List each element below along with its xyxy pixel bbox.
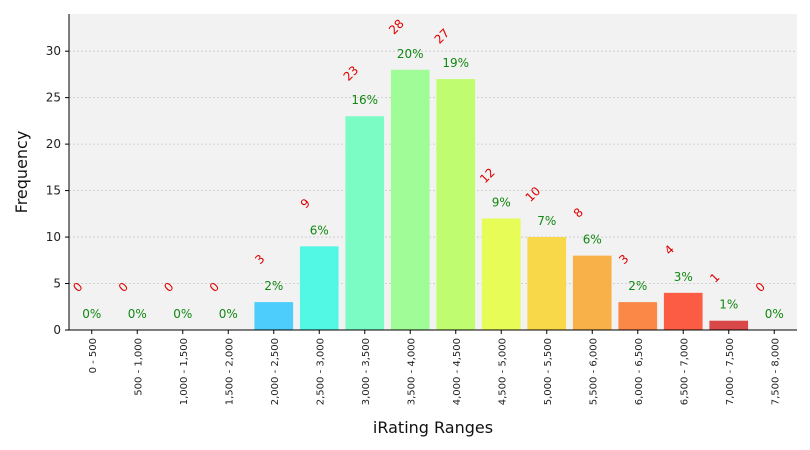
x-tick-label: 500 - 1,000 [133, 338, 144, 396]
bar [663, 292, 703, 330]
x-tick-label: 1,500 - 2,000 [224, 338, 235, 405]
bar [254, 302, 294, 330]
x-tick-label: 3,000 - 3,500 [361, 338, 372, 405]
x-tick-label: 2,000 - 2,500 [270, 338, 281, 405]
percent-label: 3% [674, 270, 693, 284]
x-tick-label: 2,500 - 3,000 [315, 338, 326, 405]
percent-label: 1% [719, 298, 738, 312]
x-tick-label: 6,500 - 7,000 [679, 338, 690, 405]
percent-label: 0% [219, 307, 238, 321]
x-tick-label: 1,000 - 1,500 [179, 338, 190, 405]
bar [709, 320, 749, 330]
bar [527, 237, 567, 330]
x-axis-title: iRating Ranges [373, 418, 493, 437]
y-tick-label: 25 [46, 91, 61, 105]
y-tick-label: 15 [46, 184, 61, 198]
percent-label: 7% [537, 214, 556, 228]
plot-area [69, 14, 797, 330]
percent-label: 9% [492, 195, 511, 209]
y-axis-ticks: 0 5 10 15 20 25 30 [46, 44, 69, 337]
x-tick-label: 7,500 - 8,000 [770, 338, 781, 405]
percent-label: 2% [628, 279, 647, 293]
bar [345, 116, 385, 330]
bar [618, 302, 658, 330]
bar [299, 246, 339, 330]
percent-label: 0% [82, 307, 101, 321]
bar [390, 69, 430, 330]
y-tick-label: 0 [53, 323, 61, 337]
x-tick-label: 4,000 - 4,500 [452, 338, 463, 405]
percent-label: 6% [310, 223, 329, 237]
bar [436, 79, 476, 330]
bar [572, 255, 612, 330]
bar [481, 218, 521, 330]
x-tick-label: 3,500 - 4,000 [406, 338, 417, 405]
y-tick-label: 10 [46, 230, 61, 244]
percent-label: 0% [128, 307, 147, 321]
x-tick-label: 0 - 500 [88, 338, 99, 373]
y-axis-title: Frequency [12, 131, 31, 214]
x-tick-label: 4,500 - 5,000 [497, 338, 508, 405]
percent-label: 2% [264, 279, 283, 293]
percent-label: 0% [765, 307, 784, 321]
y-tick-label: 30 [46, 44, 61, 58]
x-tick-label: 5,000 - 5,500 [543, 338, 554, 405]
x-tick-label: 5,500 - 6,000 [588, 338, 599, 405]
x-axis-ticks: 0 - 500 500 - 1,000 1,000 - 1,500 1,500 - 2… [88, 330, 781, 405]
y-tick-label: 5 [53, 277, 61, 291]
x-tick-label: 6,000 - 6,500 [634, 338, 645, 405]
y-tick-label: 20 [46, 137, 61, 151]
percent-label: 0% [173, 307, 192, 321]
bars-group [254, 69, 749, 330]
percent-label: 16% [351, 93, 378, 107]
percent-label: 6% [583, 233, 602, 247]
x-tick-label: 7,000 - 7,500 [725, 338, 736, 405]
percent-label: 20% [397, 47, 424, 61]
percent-label: 19% [442, 56, 469, 70]
